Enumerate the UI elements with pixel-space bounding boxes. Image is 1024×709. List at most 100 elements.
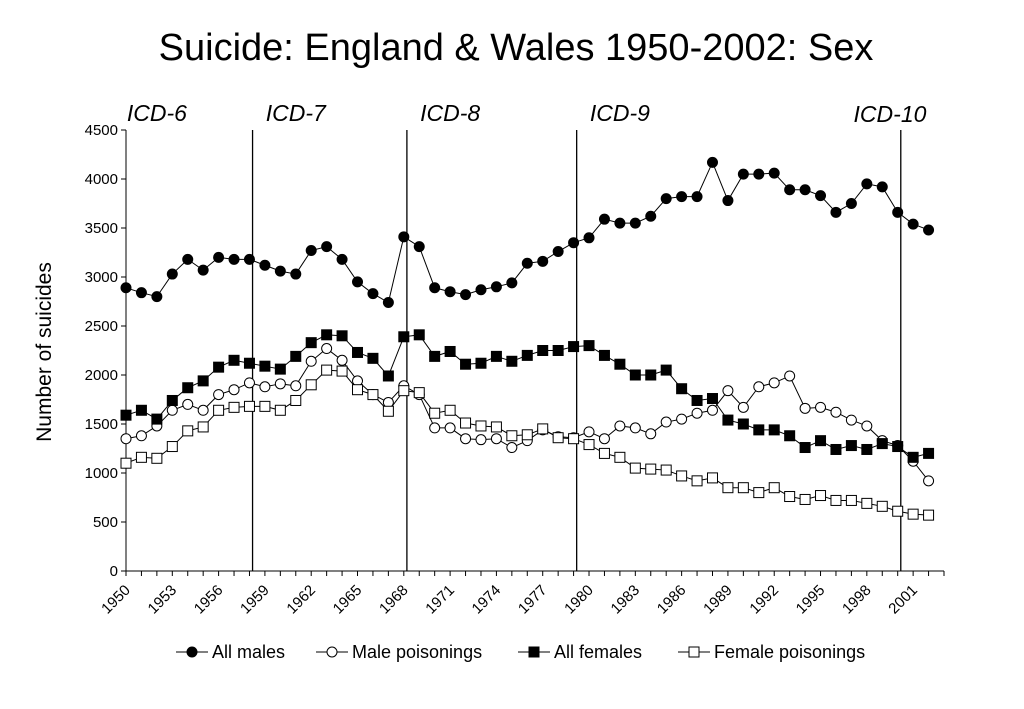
data-point-all-females: [537, 345, 549, 356]
data-point-male-poisonings: [182, 398, 194, 410]
icd-annotation: ICD-10: [854, 101, 927, 127]
data-point-all-males: [861, 178, 873, 190]
y-tick-label: 3500: [85, 220, 118, 237]
data-point-female-poisonings: [521, 429, 533, 441]
data-point-female-poisonings: [429, 407, 441, 419]
y-tick-label: 2500: [85, 318, 118, 335]
data-point-all-females: [737, 418, 749, 430]
data-point-female-poisonings: [815, 490, 827, 502]
data-point-male-poisonings: [706, 404, 718, 416]
data-point-all-males: [228, 253, 240, 265]
data-point-all-males: [660, 193, 672, 205]
data-point-male-poisonings: [274, 378, 286, 390]
data-point-all-males: [753, 168, 765, 180]
data-point-female-poisonings: [676, 470, 688, 482]
data-point-all-males: [722, 195, 734, 207]
data-point-female-poisonings: [876, 500, 888, 512]
x-tick-label: 2001: [885, 582, 921, 618]
data-point-female-poisonings: [259, 400, 271, 412]
data-point-male-poisonings: [737, 401, 749, 413]
data-point-all-females: [352, 346, 364, 358]
series-line-all-males: [125, 161, 929, 304]
data-point-male-poisonings: [691, 407, 703, 419]
y-axis-label: Number of suicides: [33, 262, 56, 442]
data-point-female-poisonings: [552, 432, 564, 444]
data-point-all-females: [598, 349, 610, 361]
data-point-female-poisonings: [228, 401, 240, 413]
data-point-all-females: [645, 369, 657, 381]
data-point-all-males: [768, 167, 780, 179]
data-point-female-poisonings: [398, 385, 410, 397]
data-point-female-poisonings: [197, 421, 209, 433]
data-point-all-females: [460, 358, 472, 370]
data-point-all-females: [629, 369, 641, 381]
data-point-female-poisonings: [151, 452, 163, 464]
y-tick-label: 1000: [85, 465, 118, 482]
data-point-all-females: [290, 350, 302, 362]
data-point-all-females: [444, 345, 456, 357]
data-point-all-females: [182, 382, 194, 394]
data-point-all-males: [907, 218, 919, 230]
data-point-all-males: [151, 291, 163, 303]
data-point-female-poisonings: [583, 439, 595, 451]
data-point-all-females: [305, 337, 317, 349]
data-point-male-poisonings: [305, 355, 317, 367]
data-point-all-females: [815, 435, 827, 447]
data-point-all-females: [676, 383, 688, 395]
data-point-male-poisonings: [845, 414, 857, 426]
data-point-female-poisonings: [799, 493, 811, 505]
data-point-all-females: [845, 440, 857, 452]
data-point-female-poisonings: [135, 451, 147, 463]
data-point-female-poisonings: [706, 472, 718, 484]
data-point-all-males: [352, 276, 364, 288]
data-point-female-poisonings: [336, 365, 348, 377]
data-point-female-poisonings: [475, 420, 487, 432]
data-point-male-poisonings: [243, 377, 255, 389]
data-point-female-poisonings: [305, 379, 317, 391]
data-point-female-poisonings: [568, 433, 580, 445]
data-point-all-females: [753, 424, 765, 436]
data-point-female-poisonings: [352, 384, 364, 396]
data-point-all-males: [521, 257, 533, 269]
data-point-all-males: [321, 241, 333, 253]
data-point-all-males: [166, 268, 178, 280]
data-point-all-males: [460, 289, 472, 301]
data-point-all-females: [197, 375, 209, 387]
x-tick-label: 1998: [839, 582, 875, 618]
legend-label-all-males: All males: [212, 642, 285, 662]
data-point-all-males: [784, 184, 796, 196]
x-tick-label: 1962: [283, 582, 319, 618]
data-point-male-poisonings: [460, 433, 472, 445]
x-tick-label: 1992: [746, 582, 782, 618]
y-tick-label: 500: [93, 514, 118, 531]
data-point-male-poisonings: [753, 381, 765, 393]
legend-label-female-poisonings: Female poisonings: [714, 642, 865, 662]
data-point-all-females: [243, 357, 255, 369]
data-point-male-poisonings: [645, 428, 657, 440]
x-tick-label: 1959: [237, 582, 273, 618]
data-point-all-females: [614, 358, 626, 370]
data-point-female-poisonings: [830, 494, 842, 506]
data-point-all-females: [321, 329, 333, 341]
data-point-all-females: [892, 441, 904, 453]
chart-title: Suicide: England & Wales 1950-2002: Sex: [159, 27, 874, 69]
data-point-all-females: [213, 361, 225, 373]
data-point-female-poisonings: [645, 463, 657, 475]
data-point-all-males: [737, 168, 749, 180]
data-point-all-males: [398, 231, 410, 243]
data-point-all-females: [768, 424, 780, 436]
x-tick-label: 1971: [422, 582, 458, 618]
data-point-all-females: [120, 409, 132, 421]
data-point-all-males: [475, 284, 487, 296]
data-point-all-males: [598, 213, 610, 225]
plot-area: 0 500 1000 1500 2000 2500 3000 3500 4000 4500 1950…: [85, 100, 945, 618]
data-point-all-males: [537, 255, 549, 267]
data-point-male-poisonings: [722, 385, 734, 397]
data-point-female-poisonings: [784, 491, 796, 503]
data-point-female-poisonings: [629, 462, 641, 474]
data-point-male-poisonings: [213, 389, 225, 401]
data-point-male-poisonings: [660, 416, 672, 428]
data-point-all-males: [506, 277, 518, 289]
data-point-all-males: [243, 253, 255, 265]
data-point-female-poisonings: [845, 494, 857, 506]
